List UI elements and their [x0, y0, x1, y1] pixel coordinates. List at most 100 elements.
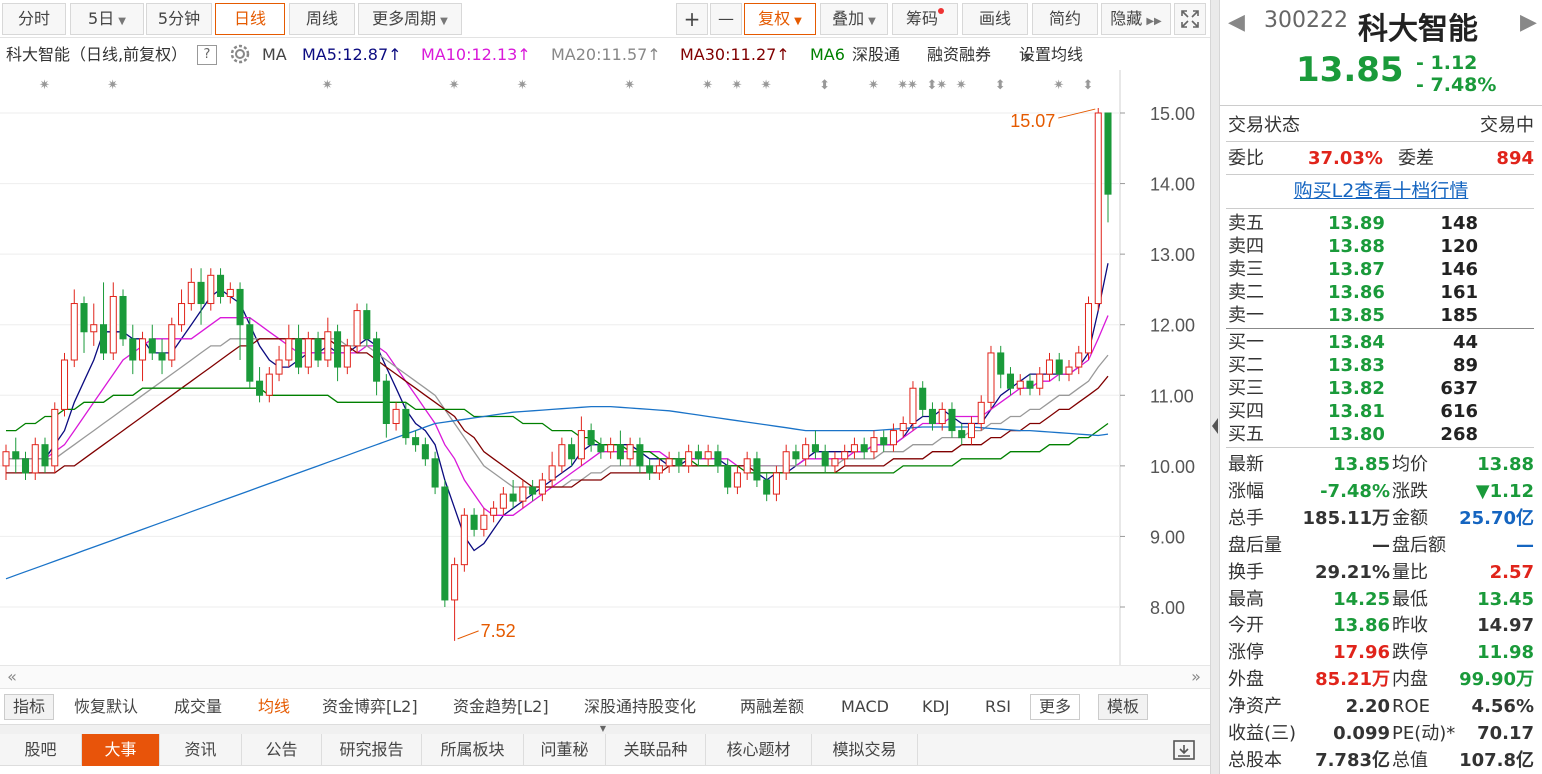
bottom-tab[interactable]: 公告 — [242, 734, 322, 766]
scroll-right-icon[interactable]: » — [1191, 667, 1201, 686]
indicator-macd[interactable]: MACD — [841, 697, 889, 716]
ask-row[interactable]: 卖四 13.88 120 — [1220, 234, 1542, 260]
tab-weekly[interactable]: 周线 — [289, 3, 355, 35]
event-marker-icon[interactable]: ✷ — [897, 78, 908, 93]
bid-row[interactable]: 买三 13.82 637 — [1220, 376, 1542, 402]
stats-row: 最高 14.25 最低 13.45 — [1220, 587, 1542, 613]
more-indicators-button[interactable]: 更多 — [1030, 694, 1081, 720]
download-icon[interactable] — [1172, 738, 1196, 762]
candle-up — [909, 387, 917, 425]
event-marker-icon[interactable]: ✷ — [907, 78, 918, 93]
event-marker-icon[interactable]: ✷ — [956, 78, 967, 93]
bottom-tab[interactable]: 核心题材 — [706, 734, 812, 766]
indicator-fund-game[interactable]: 资金博弈[L2] — [322, 697, 418, 716]
tab-more-periods[interactable]: 更多周期 ▼ — [358, 3, 462, 35]
bottom-tab[interactable]: 模拟交易 — [812, 734, 918, 766]
link-margin[interactable]: 融资融券 — [927, 45, 992, 64]
bottom-tab[interactable]: 研究报告 — [322, 734, 422, 766]
bid-row[interactable]: 买一 13.84 44 — [1220, 330, 1542, 356]
event-marker-icon[interactable]: ✷ — [322, 78, 333, 93]
buy-l2-link[interactable]: 购买L2查看十档行情 — [1293, 180, 1469, 202]
adjust-button[interactable]: 复权 ▼ — [744, 3, 816, 35]
collapse-divider[interactable] — [1210, 0, 1220, 774]
event-marker-icon[interactable]: ⬍ — [995, 78, 1006, 93]
tab-daily[interactable]: 日线 — [215, 3, 285, 35]
candle-up — [1094, 112, 1102, 305]
candle-up — [782, 451, 790, 474]
candle-up — [187, 281, 195, 305]
indicator-sgt-holding[interactable]: 深股通持股变化 — [584, 697, 697, 716]
overlay-button[interactable]: 叠加 ▼ — [820, 3, 888, 35]
event-marker-icon[interactable]: ✷ — [702, 78, 713, 93]
bottom-tab[interactable]: 股吧 — [0, 734, 82, 766]
link-sgt[interactable]: 深股通 — [852, 45, 901, 64]
bottom-tab[interactable]: 关联品种 — [606, 734, 706, 766]
event-marker-icon[interactable]: ✷ — [936, 78, 947, 93]
level-price: 13.81 — [1328, 401, 1385, 422]
candle-down — [80, 303, 88, 333]
candle-up — [2, 451, 10, 467]
indicator-ma[interactable]: 均线 — [258, 697, 291, 716]
candle-down — [295, 338, 303, 368]
event-marker-icon[interactable]: ✷ — [449, 78, 460, 93]
ask-row[interactable]: 卖三 13.87 146 — [1220, 257, 1542, 283]
set-ma-button[interactable]: 设置均线 ▼ — [1019, 40, 1083, 73]
bottom-tab[interactable]: 问董秘 — [524, 734, 606, 766]
candle-down — [568, 444, 576, 460]
reset-default[interactable]: 恢复默认 — [74, 697, 139, 716]
zoom-in-button[interactable]: + — [676, 3, 708, 35]
simple-button[interactable]: 简约 — [1032, 3, 1098, 35]
tab-5day[interactable]: 5日 ▼ — [70, 3, 144, 35]
event-marker-icon[interactable]: ✷ — [1053, 78, 1064, 93]
candle-down — [41, 444, 49, 467]
fullscreen-button[interactable] — [1174, 3, 1206, 35]
event-marker-icon[interactable]: ⬍ — [1082, 78, 1093, 93]
prev-stock-icon[interactable]: ◀ — [1228, 10, 1245, 35]
bottom-tab[interactable]: 大事 — [82, 734, 160, 766]
indicator-rsi[interactable]: RSI — [985, 697, 1011, 716]
help-button[interactable]: ? — [197, 45, 217, 65]
gear-icon[interactable] — [229, 43, 251, 75]
event-marker-icon[interactable]: ✷ — [624, 78, 635, 93]
template-button[interactable]: 模板 — [1098, 694, 1149, 720]
event-marker-icon[interactable]: ⬍ — [819, 78, 830, 93]
drag-handle-icon[interactable]: ▼ — [599, 724, 607, 733]
ask-row[interactable]: 卖二 13.86 161 — [1220, 280, 1542, 306]
bid-row[interactable]: 买四 13.81 616 — [1220, 399, 1542, 425]
chart-scrollbar[interactable]: « » — [0, 665, 1210, 689]
event-marker-icon[interactable]: ✷ — [517, 78, 528, 93]
event-marker-icon[interactable]: ✷ — [731, 78, 742, 93]
event-marker-icon[interactable]: ✷ — [107, 78, 118, 93]
candle-up — [226, 288, 234, 297]
chip-button[interactable]: 筹码 — [892, 3, 958, 35]
event-marker-icon[interactable]: ✷ — [39, 78, 50, 93]
indicator-fund-trend[interactable]: 资金趋势[L2] — [453, 697, 549, 716]
zoom-out-button[interactable]: — — [710, 3, 742, 35]
candle-down — [99, 324, 108, 354]
indicator-button[interactable]: 指标 — [4, 694, 55, 720]
tab-5min[interactable]: 5分钟 — [146, 3, 212, 35]
event-marker-icon[interactable]: ✷ — [868, 78, 879, 93]
indicator-kdj[interactable]: KDJ — [922, 697, 950, 716]
collapse-arrow-icon[interactable] — [1212, 418, 1218, 434]
ask-row[interactable]: 卖一 13.85 185 — [1220, 303, 1542, 329]
candle-up — [607, 444, 615, 453]
hide-button[interactable]: 隐藏 ▶▶ — [1101, 3, 1171, 35]
bottom-tab[interactable]: 资讯 — [160, 734, 242, 766]
scroll-left-icon[interactable]: « — [7, 667, 17, 686]
tab-label: 5分钟 — [157, 9, 201, 28]
indicator-volume[interactable]: 成交量 — [174, 697, 223, 716]
bid-row[interactable]: 买二 13.83 89 — [1220, 353, 1542, 379]
next-stock-icon[interactable]: ▶ — [1520, 10, 1537, 35]
event-marker-icon[interactable]: ✷ — [761, 78, 772, 93]
ask-row[interactable]: 卖五 13.89 148 — [1220, 211, 1542, 237]
panel-splitter[interactable]: ▼ — [0, 724, 1210, 734]
indicator-margin-diff[interactable]: 两融差额 — [740, 697, 805, 716]
bid-row[interactable]: 买五 13.80 268 — [1220, 422, 1542, 448]
tab-intraday[interactable]: 分时 — [2, 3, 66, 35]
draw-button[interactable]: 画线 — [962, 3, 1028, 35]
candle-down — [675, 458, 683, 467]
event-marker-icon[interactable]: ⬍ — [926, 78, 937, 93]
bottom-tab[interactable]: 所属板块 — [422, 734, 524, 766]
